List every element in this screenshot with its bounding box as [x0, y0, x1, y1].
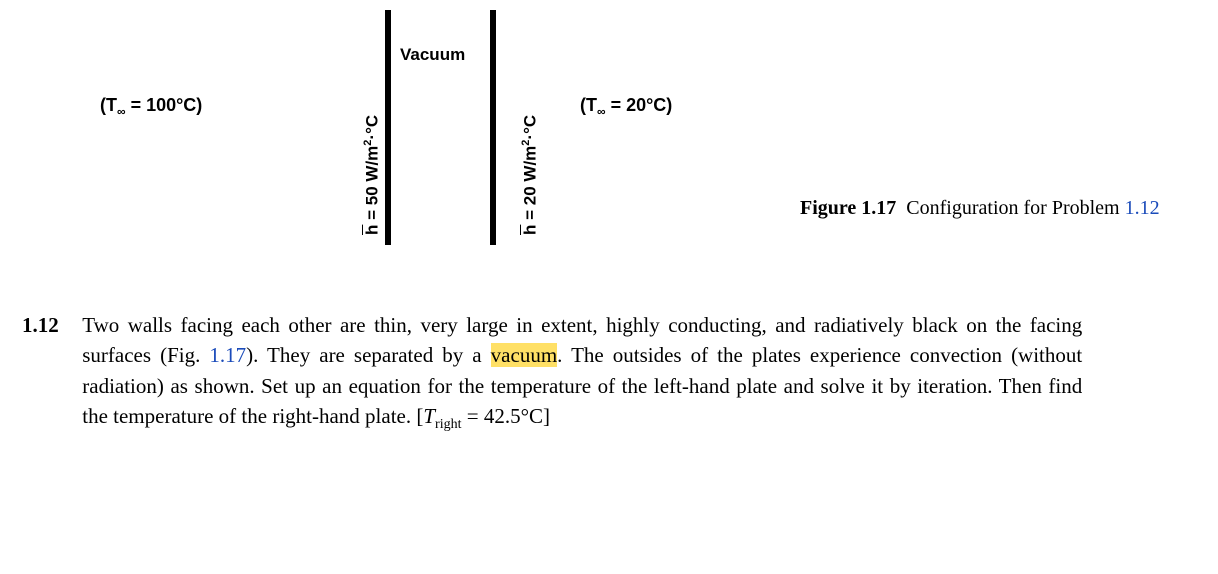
t-infinity-right-label: (T∞ = 20°C)	[580, 95, 672, 119]
figure-caption-label: Figure 1.17	[800, 197, 896, 219]
right-wall	[490, 10, 496, 245]
problem-number: 1.12	[22, 310, 77, 340]
h-bar-right-label: h = 20 W/m2·°C	[520, 115, 541, 235]
figure-caption-text: Configuration for Problem	[906, 197, 1124, 219]
problem-block: 1.12 Two walls facing each other are thi…	[22, 310, 1102, 436]
vacuum-label: Vacuum	[400, 45, 465, 65]
problem-text: Two walls facing each other are thin, ve…	[82, 310, 1082, 436]
figure-diagram: (T∞ = 100°C) (T∞ = 20°C) Vacuum h = 50 W…	[90, 10, 800, 260]
figure-caption-ref: 1.12	[1125, 197, 1160, 219]
left-wall	[385, 10, 391, 245]
t-infinity-left-label: (T∞ = 100°C)	[100, 95, 202, 119]
h-bar-left-label: h = 50 W/m2·°C	[362, 115, 383, 235]
figure-caption: Figure 1.17 Configuration for Problem 1.…	[800, 195, 1200, 221]
